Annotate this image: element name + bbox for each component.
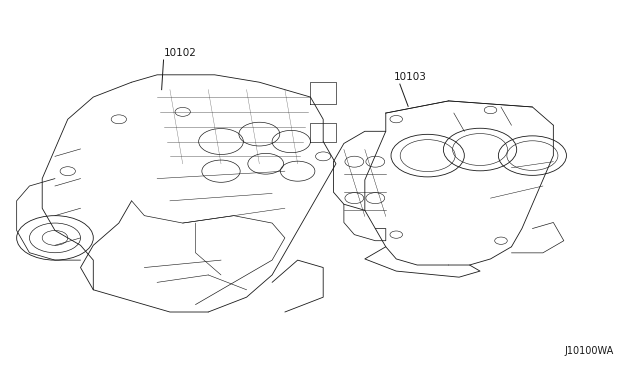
Text: 10102: 10102 — [164, 48, 196, 58]
Text: J10100WA: J10100WA — [564, 346, 614, 356]
Text: 10103: 10103 — [394, 72, 426, 82]
